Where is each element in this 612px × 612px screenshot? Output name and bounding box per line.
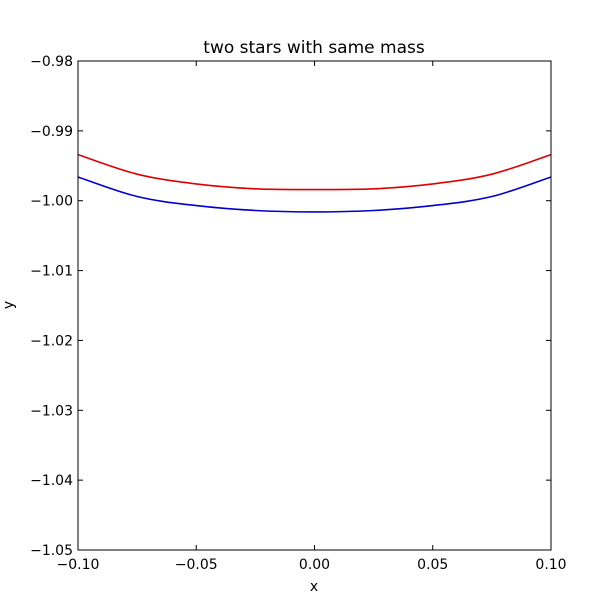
y-tick-label: −1.01 [30, 264, 73, 280]
y-tick-label: −1.05 [30, 543, 73, 559]
y-tick-label: −0.99 [30, 124, 73, 140]
series-line-blue [77, 176, 552, 213]
chart-title: two stars with same mass [203, 38, 425, 58]
x-tick-label: −0.05 [175, 557, 218, 573]
y-tick-label: −1.00 [30, 194, 73, 210]
series-line-red [77, 153, 552, 191]
series-layer [77, 153, 552, 213]
x-tick-label: 0.05 [417, 557, 448, 573]
plot-frame [77, 60, 552, 551]
x-tick-label: 0.10 [535, 557, 566, 573]
y-tick-label: −1.02 [30, 333, 73, 349]
x-tick-label: −0.10 [57, 557, 100, 573]
y-tick-label: −1.04 [30, 473, 73, 489]
x-tick-label: 0.00 [299, 557, 330, 573]
x-axis-label: x [310, 579, 318, 595]
y-tick-label: −0.98 [30, 54, 73, 70]
ticks-layer: −0.10 −0.05 0.00 0.05 0.10 −0.98 −0.99 −1.00 −1.… [30, 54, 566, 573]
y-axis-label: y [1, 301, 17, 309]
y-tick-label: −1.03 [30, 403, 73, 419]
